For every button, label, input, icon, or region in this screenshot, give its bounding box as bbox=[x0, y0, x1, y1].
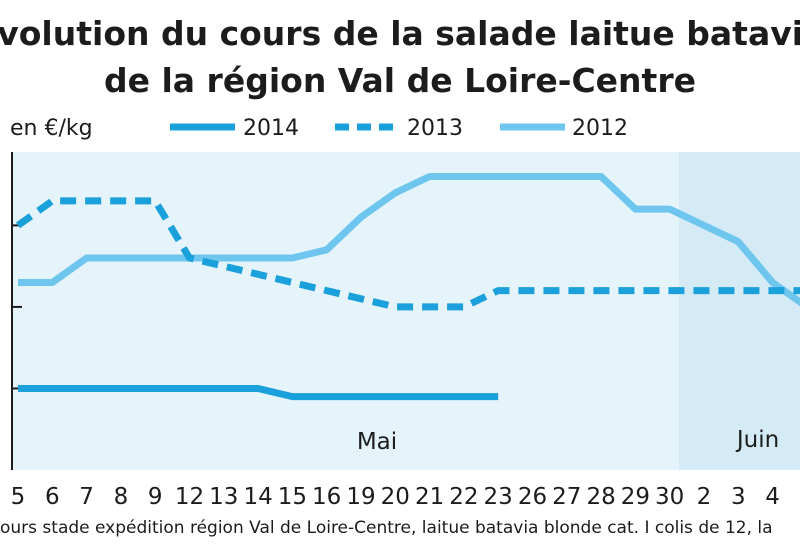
x-tick-label: 23 bbox=[484, 484, 513, 510]
x-tick-label: 27 bbox=[552, 484, 581, 510]
x-tick-label: 22 bbox=[449, 484, 478, 510]
x-tick-label: 8 bbox=[114, 484, 129, 510]
x-tick-label: 7 bbox=[79, 484, 94, 510]
x-tick-label: 28 bbox=[586, 484, 615, 510]
plot-area-june bbox=[679, 152, 800, 470]
x-tick-label: 9 bbox=[148, 484, 163, 510]
x-tick-label: 20 bbox=[381, 484, 410, 510]
series-layer bbox=[15, 173, 800, 401]
x-tick-label: 3 bbox=[731, 484, 746, 510]
x-axis-tick-labels: 567891213141516192021222326272829302345 bbox=[11, 484, 800, 510]
x-tick-label: 12 bbox=[175, 484, 204, 510]
series-line-2012 bbox=[18, 173, 800, 307]
legend-label-2012: 2012 bbox=[572, 116, 628, 141]
month-label-juin: Juin bbox=[735, 427, 779, 453]
x-tick-label: 29 bbox=[621, 484, 650, 510]
legend: 2014 2013 2012 bbox=[170, 116, 628, 141]
x-tick-label: 4 bbox=[765, 484, 780, 510]
legend-label-2014: 2014 bbox=[243, 116, 299, 141]
series-line-2014 bbox=[18, 385, 499, 401]
y-axis-unit-label: en €/kg bbox=[10, 116, 93, 141]
series-line-2013 bbox=[15, 197, 800, 311]
month-label-mai: Mai bbox=[357, 429, 397, 455]
legend-label-2013: 2013 bbox=[407, 116, 463, 141]
x-tick-label: 14 bbox=[243, 484, 272, 510]
x-tick-label: 21 bbox=[415, 484, 444, 510]
x-tick-label: 13 bbox=[209, 484, 238, 510]
x-tick-label: 16 bbox=[312, 484, 341, 510]
x-tick-label: 19 bbox=[346, 484, 375, 510]
x-tick-label: 6 bbox=[45, 484, 60, 510]
x-tick-label: 15 bbox=[278, 484, 307, 510]
x-tick-label: 5 bbox=[11, 484, 26, 510]
plot-area bbox=[12, 152, 800, 470]
x-tick-label: 2 bbox=[697, 484, 712, 510]
chart-title-line-1: Evolution du cours de la salade laitue b… bbox=[0, 14, 800, 53]
source-footer: ours stade expédition région Val de Loir… bbox=[0, 518, 773, 538]
x-tick-label: 30 bbox=[655, 484, 684, 510]
x-tick-label: 26 bbox=[518, 484, 547, 510]
chart-title-line-2: de la région Val de Loire-Centre bbox=[104, 61, 696, 100]
